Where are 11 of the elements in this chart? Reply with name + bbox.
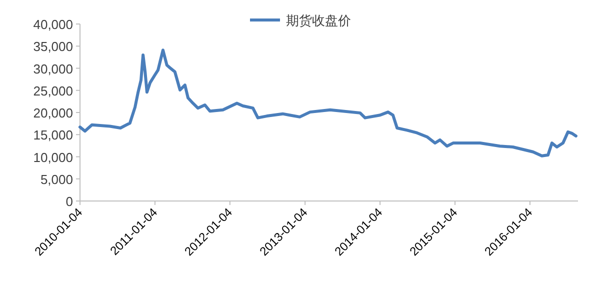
y-tick-label: 20,000 <box>33 106 73 120</box>
y-tick-label: 35,000 <box>33 39 73 54</box>
y-tick-label: 15,000 <box>33 128 73 143</box>
y-tick-label: 25,000 <box>33 83 73 98</box>
y-tick-label: 10,000 <box>33 150 73 165</box>
line-series <box>78 48 578 158</box>
legend-label: 期货收盘价 <box>286 13 351 28</box>
y-tick-label: 40,000 <box>33 17 73 32</box>
y-tick-label: 30,000 <box>33 61 73 76</box>
y-tick-label: 5,000 <box>40 172 73 187</box>
y-tick-label: 0 <box>66 194 73 209</box>
